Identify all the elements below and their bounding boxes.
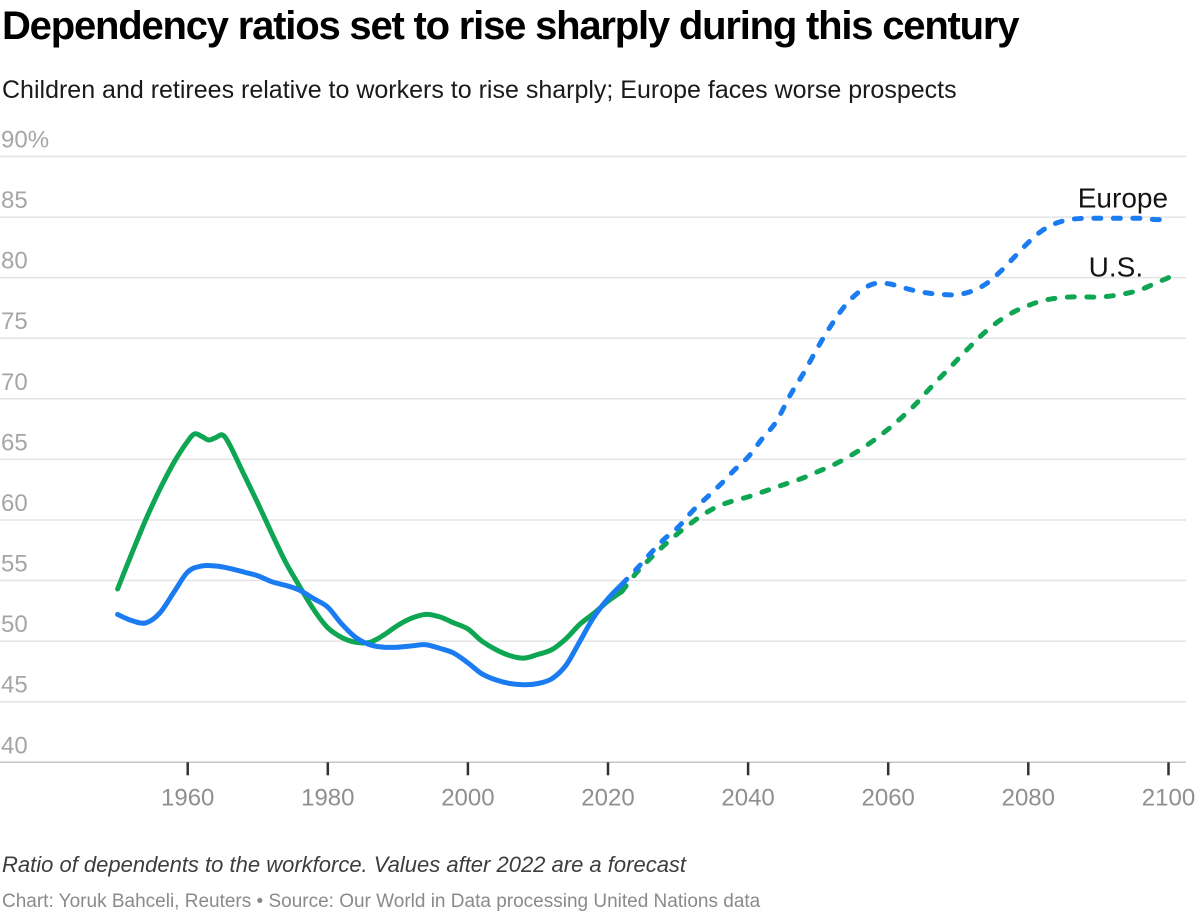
- x-axis-tick-label: 2000: [441, 784, 494, 811]
- x-axis-tick-label: 2020: [581, 784, 634, 811]
- y-axis-tick-label: 45: [1, 672, 28, 699]
- y-axis-tick-label: 50: [1, 611, 28, 638]
- y-axis-tick-label: 90%: [1, 127, 49, 154]
- chart-note: Ratio of dependents to the workforce. Va…: [2, 852, 687, 877]
- y-axis-tick-label: 55: [1, 551, 28, 578]
- chart-subtitle: Children and retirees relative to worker…: [2, 76, 957, 104]
- y-axis-tick-label: 75: [1, 308, 28, 335]
- x-axis-tick-label: 1960: [161, 784, 214, 811]
- y-axis-tick-label: 80: [1, 248, 28, 275]
- x-axis-tick-label: 2060: [862, 784, 915, 811]
- y-axis-tick-label: 65: [1, 429, 28, 456]
- y-axis-tick-label: 85: [1, 187, 28, 214]
- series-label-us: U.S.: [1089, 251, 1143, 282]
- series-line-us-historical: [115, 431, 625, 661]
- series-line-us-forecast: [619, 275, 1171, 594]
- x-axis-tick-label: 2100: [1142, 784, 1195, 811]
- x-axis-tick-label: 1980: [301, 784, 354, 811]
- x-axis-tick-label: 2080: [1002, 784, 1055, 811]
- series-line-europe-forecast: [619, 215, 1171, 587]
- chart-credit: Chart: Yoruk Bahceli, Reuters • Source: …: [2, 891, 761, 912]
- y-axis-tick-label: 60: [1, 490, 28, 517]
- y-axis-tick-label: 70: [1, 369, 28, 396]
- series-line-europe-historical: [115, 562, 625, 688]
- y-axis-tick-label: 40: [1, 732, 28, 759]
- x-axis-tick-label: 2040: [721, 784, 774, 811]
- series-label-europe: Europe: [1078, 182, 1168, 213]
- chart-title: Dependency ratios set to rise sharply du…: [2, 4, 1020, 48]
